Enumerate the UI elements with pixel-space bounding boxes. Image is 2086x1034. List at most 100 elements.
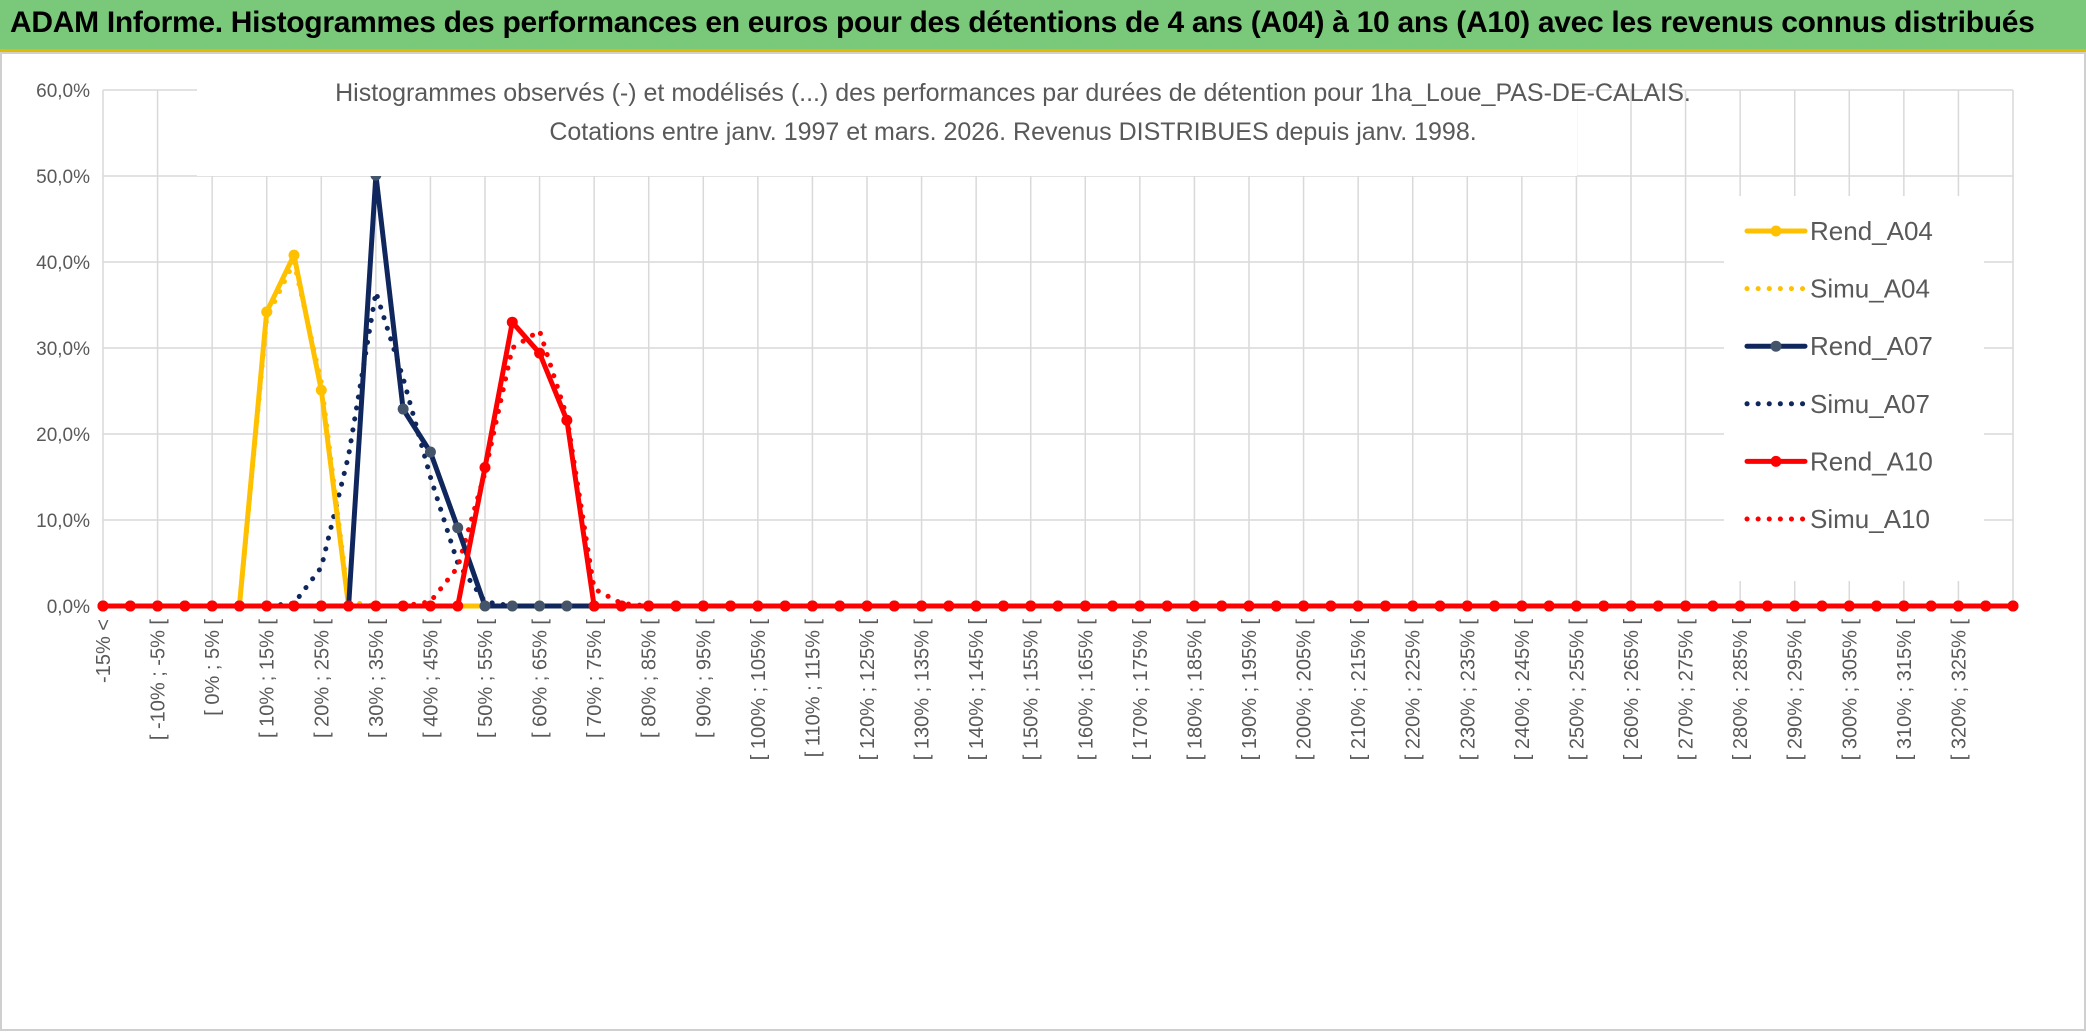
- chart-title-group: Histogrammes observés (-) et modélisés (…: [197, 76, 1691, 176]
- x-tick-label: [ 180% ; 185% [: [1184, 619, 1206, 761]
- x-tick-label: [ 220% ; 225% [: [1403, 619, 1425, 761]
- data-point-Rend_A10: [1789, 600, 1801, 612]
- data-point-Rend_A10: [1270, 600, 1282, 612]
- legend-background: [1724, 196, 1984, 581]
- x-tick-label: [ 260% ; 265% [: [1621, 619, 1643, 761]
- data-point-Rend_A10: [1843, 600, 1855, 612]
- legend-label: Rend_A10: [1810, 446, 1933, 476]
- x-tick-label: -15% <: [93, 619, 115, 683]
- x-tick-label: [ 70% ; 75% [: [584, 619, 606, 738]
- data-point-Rend_A10: [2007, 600, 2019, 612]
- data-point-Rend_A10: [179, 600, 191, 612]
- x-tick-label: [ 150% ; 155% [: [1021, 619, 1043, 761]
- performance-histogram-chart: 0,0% 10,0% 20,0% 30,0% 40,0% 50,0% 60,0% -15% …: [36, 76, 2019, 761]
- x-tick-label: [ 210% ; 215% [: [1348, 619, 1370, 761]
- data-point-Rend_A04: [288, 249, 300, 261]
- data-point-Rend_A10: [1107, 600, 1119, 612]
- data-point-Rend_A10: [1871, 600, 1883, 612]
- data-point-Rend_A10: [861, 600, 873, 612]
- data-point-Rend_A10: [1052, 600, 1064, 612]
- data-point-Rend_A07: [534, 600, 546, 612]
- chart-area: 0,0% 10,0% 20,0% 30,0% 40,0% 50,0% 60,0% -15% …: [0, 52, 2086, 1031]
- data-point-Rend_A10: [1516, 600, 1528, 612]
- data-point-Rend_A07: [397, 403, 409, 415]
- x-tick-label: [ -10% ; -5% [: [148, 619, 170, 741]
- chart-legend: Rend_A04 Simu_A04 Rend_A07 Simu_A07 Rend_A10…: [1724, 196, 1984, 581]
- x-tick-label: [ 240% ; 245% [: [1512, 619, 1534, 761]
- data-point-Rend_A10: [1980, 600, 1992, 612]
- y-tick-label: 0,0%: [47, 597, 90, 618]
- data-point-Rend_A10: [1216, 600, 1228, 612]
- legend-marker-Rend_A04: [1770, 225, 1782, 237]
- data-point-Rend_A10: [970, 600, 982, 612]
- x-tick-label: [ 100% ; 105% [: [748, 619, 770, 761]
- x-tick-label: [ 0% ; 5% [: [202, 619, 224, 716]
- data-point-Rend_A10: [997, 600, 1009, 612]
- chart-title-background: [197, 76, 1577, 176]
- x-tick-label: [ 140% ; 145% [: [966, 619, 988, 761]
- data-point-Rend_A10: [1625, 600, 1637, 612]
- data-point-Rend_A10: [1707, 600, 1719, 612]
- data-point-Rend_A10: [424, 600, 436, 612]
- data-point-Rend_A10: [1570, 600, 1582, 612]
- data-point-Rend_A10: [124, 600, 136, 612]
- x-tick-label: [ 60% ; 65% [: [530, 619, 552, 738]
- x-tick-label: [ 10% ; 15% [: [257, 619, 279, 738]
- x-tick-label: [ 120% ; 125% [: [857, 619, 879, 761]
- data-point-Rend_A10: [1952, 600, 1964, 612]
- data-point-Rend_A10: [1761, 600, 1773, 612]
- data-point-Rend_A10: [1188, 600, 1200, 612]
- y-tick-label: 60,0%: [36, 81, 90, 102]
- data-point-Rend_A07: [452, 522, 464, 534]
- data-point-Rend_A10: [834, 600, 846, 612]
- data-point-Rend_A10: [643, 600, 655, 612]
- data-point-Rend_A10: [779, 600, 791, 612]
- data-point-Rend_A10: [1461, 600, 1473, 612]
- data-point-Rend_A10: [1898, 600, 1910, 612]
- y-tick-label: 50,0%: [36, 167, 90, 188]
- data-point-Rend_A10: [943, 600, 955, 612]
- data-point-Rend_A10: [1598, 600, 1610, 612]
- x-tick-label: [ 300% ; 305% [: [1839, 619, 1861, 761]
- data-point-Rend_A07: [561, 600, 573, 612]
- data-point-Rend_A10: [588, 600, 600, 612]
- data-point-Rend_A10: [1543, 600, 1555, 612]
- data-point-Rend_A10: [806, 600, 818, 612]
- x-tick-label: [ 250% ; 255% [: [1566, 619, 1588, 761]
- x-tick-label: [ 280% ; 285% [: [1730, 619, 1752, 761]
- x-tick-label: [ 170% ; 175% [: [1130, 619, 1152, 761]
- x-tick-label: [ 270% ; 275% [: [1676, 619, 1698, 761]
- legend-label: Simu_A04: [1810, 274, 1930, 304]
- data-point-Rend_A10: [916, 600, 928, 612]
- x-tick-label: [ 30% ; 35% [: [366, 619, 388, 738]
- data-point-Rend_A10: [479, 462, 491, 474]
- legend-label: Simu_A07: [1810, 389, 1930, 419]
- data-point-Rend_A10: [288, 600, 300, 612]
- data-point-Rend_A10: [1816, 600, 1828, 612]
- legend-label: Simu_A10: [1810, 504, 1930, 534]
- y-tick-label: 30,0%: [36, 339, 90, 360]
- x-tick-label: [ 110% ; 115% [: [802, 619, 824, 758]
- x-axis-ticks: -15% < [ -10% ; -5% [ [ 0% ; 5% [ [ 10% ; 1…: [93, 619, 1970, 761]
- data-point-Rend_A10: [1325, 600, 1337, 612]
- y-tick-label: 40,0%: [36, 253, 90, 274]
- data-point-Rend_A07: [506, 600, 518, 612]
- x-tick-label: [ 200% ; 205% [: [1294, 619, 1316, 761]
- data-point-Rend_A10: [1489, 600, 1501, 612]
- data-point-Rend_A10: [697, 600, 709, 612]
- x-tick-label: [ 20% ; 25% [: [311, 619, 333, 738]
- data-point-Rend_A07: [424, 446, 436, 458]
- series-lines: [97, 169, 2019, 612]
- data-point-Rend_A10: [1434, 600, 1446, 612]
- x-tick-label: [ 230% ; 235% [: [1457, 619, 1479, 761]
- data-point-Rend_A10: [397, 600, 409, 612]
- legend-marker-Rend_A10: [1770, 455, 1782, 467]
- data-point-Rend_A10: [561, 414, 573, 426]
- y-tick-label: 20,0%: [36, 425, 90, 446]
- data-point-Rend_A10: [506, 316, 518, 328]
- data-point-Rend_A10: [343, 600, 355, 612]
- data-point-Rend_A10: [1134, 600, 1146, 612]
- data-point-Rend_A10: [1298, 600, 1310, 612]
- report-title: ADAM Informe. Histogrammes des performan…: [10, 6, 2035, 39]
- data-point-Rend_A10: [315, 600, 327, 612]
